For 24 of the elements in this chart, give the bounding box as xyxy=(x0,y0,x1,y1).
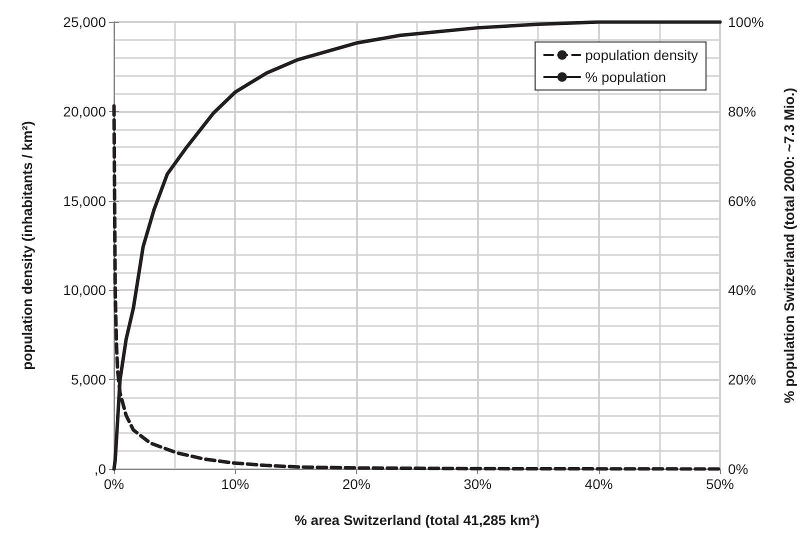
x-tick-label: 20% xyxy=(342,476,370,492)
y2-tick-label: 0% xyxy=(728,461,748,477)
y2-tick-label: 80% xyxy=(728,103,756,120)
line-series xyxy=(112,20,722,471)
x-tick-label: 40% xyxy=(584,476,613,492)
y2-tick-label: 60% xyxy=(728,192,756,209)
y2-tick-label: 20% xyxy=(728,372,756,388)
y-tick-label: 15,000 xyxy=(63,192,106,209)
x-tick-label: 0% xyxy=(104,476,124,492)
y2-tick-label: 100% xyxy=(728,14,764,30)
x-axis-title: % area Switzerland (total 41,285 km²) xyxy=(294,512,540,528)
y-tick-label: 5,000 xyxy=(70,372,106,388)
y2-axis-title: % population Switzerland (total 2000: ~7.3 Mio.) xyxy=(781,88,797,404)
legend-label: % population xyxy=(585,69,666,85)
y-axis-title: population density (inhabitants / km²) xyxy=(19,121,35,370)
y-tick-label: ,0 xyxy=(94,461,106,477)
y2-tick-label: 40% xyxy=(728,282,756,298)
legend-label: population density xyxy=(585,47,698,63)
y-tick-label: 25,000 xyxy=(63,14,106,30)
x-tick-label: 30% xyxy=(464,476,492,492)
y-tick-label: 20,000 xyxy=(63,103,106,120)
x-tick-label: 50% xyxy=(706,476,734,492)
y-tick-label: 10,000 xyxy=(63,282,106,298)
x-tick-label: 10% xyxy=(221,476,250,492)
